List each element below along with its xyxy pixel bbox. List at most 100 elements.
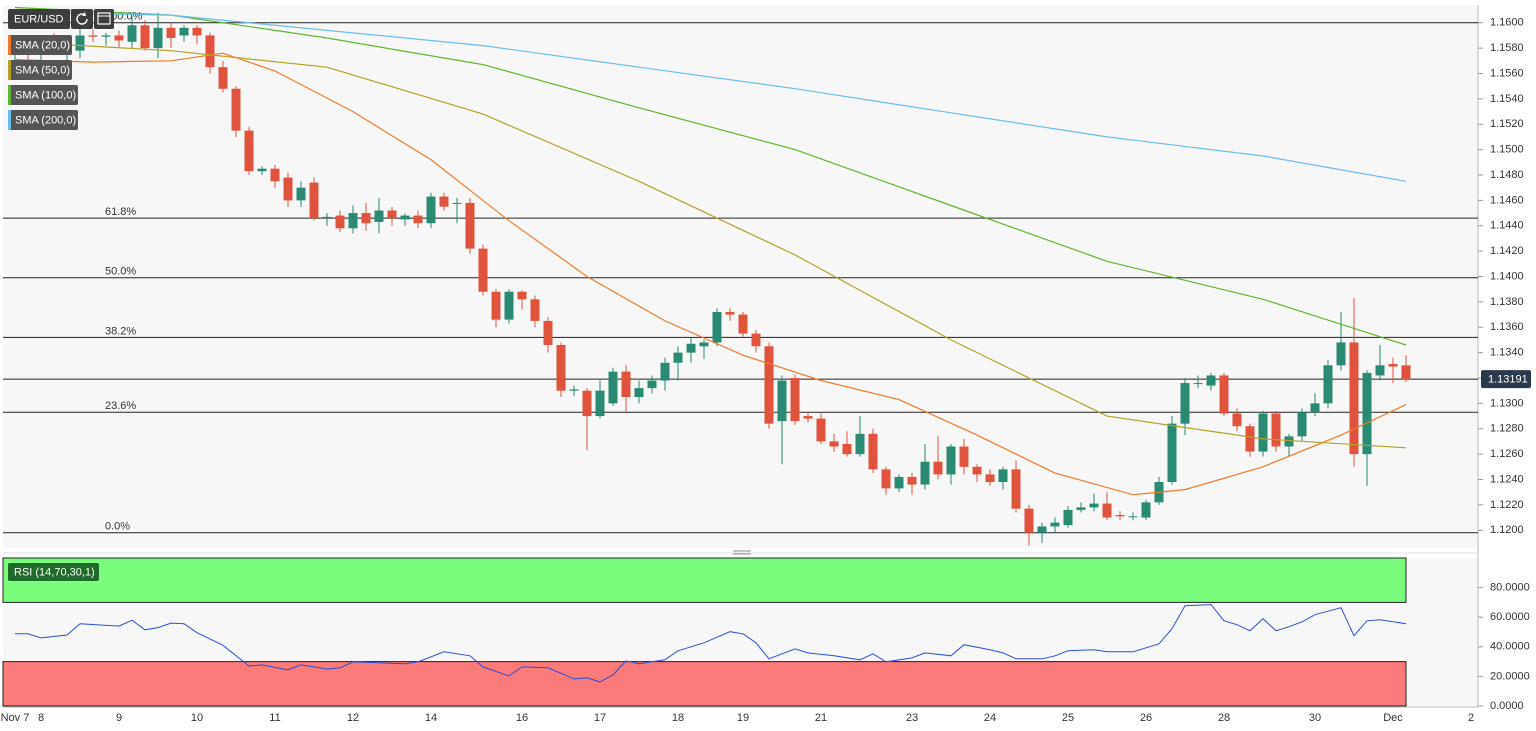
y-tick-label: 1.1340 [1490,347,1524,359]
candle-body [998,469,1008,483]
candle-body [1375,365,1385,376]
legend-entry[interactable]: SMA (50,0) [8,60,72,80]
candle-body [413,215,423,224]
candle-body [1284,436,1294,447]
sma-line [14,41,1407,449]
candle-body [400,215,410,220]
y-tick-label: 1.1260 [1490,448,1524,460]
candle-body [439,196,449,207]
candle-body [764,346,774,424]
candle-body [1219,375,1229,414]
legend-label: SMA (200,0) [15,114,76,126]
candle-body [296,187,306,201]
x-tick-label: 19 [737,712,749,724]
candle-body [1323,365,1333,404]
candle-body [1076,507,1086,510]
candle-body [881,469,891,489]
candle-body [426,196,436,224]
y-tick-label: 1.1520 [1490,118,1524,130]
candle-body [530,299,540,321]
candle-body [1388,364,1398,367]
candle-body [1206,375,1216,386]
rsi-line [15,604,1407,683]
candle-body [192,27,202,36]
candle-body [920,461,930,485]
fib-label: 38.2% [105,325,136,337]
candle-body [335,215,345,229]
y-tick-label: 1.1400 [1490,270,1524,282]
candle-body [751,333,761,347]
candle-body [88,35,98,37]
refresh-icon[interactable] [71,9,93,29]
y-tick-label: 1.1600 [1490,17,1524,29]
candle-body [842,443,852,455]
candle-body [166,27,176,38]
candle-body [907,476,917,485]
calendar-icon[interactable] [94,9,114,29]
sma-line [14,52,1407,496]
candle-body [1336,342,1346,366]
rsi-y-tick-label: 80.0000 [1490,582,1530,594]
candle-body [829,441,839,447]
x-tick-label: 26 [1140,712,1152,724]
candle-body [1271,413,1281,447]
candle-body [491,291,501,320]
candle-body [361,213,371,224]
main-plot-bg [3,5,1478,548]
candle-body [1167,423,1177,483]
x-tick-label: 23 [906,712,918,724]
legend-entry[interactable]: SMA (100,0) [8,85,78,105]
legend-label: SMA (20,0) [15,39,70,51]
x-tick-label: 9 [116,712,122,724]
candle-body [1245,426,1255,452]
candle-body [231,88,241,131]
candle-body [855,433,865,455]
candle-body [478,248,488,292]
candle-body [621,371,631,398]
candle-body [712,312,722,343]
candle-body [374,210,384,222]
candle-body [543,320,553,346]
candle-body [114,35,124,41]
candle-body [140,25,150,49]
y-tick-label: 1.1440 [1490,220,1524,232]
candle-body [1089,503,1099,508]
candle-body [452,202,462,204]
candle-body [738,314,748,334]
candle-body [556,345,566,391]
candle-body [933,461,943,475]
candle-body [972,466,982,475]
candle-body [959,446,969,467]
y-tick-label: 1.1360 [1490,321,1524,333]
main-layer: 1.1200 1.1220 1.1240 1.1260 1.1280 1.1300 1.13… [1,6,1524,724]
divider-handle[interactable] [733,550,751,555]
candle-body [777,380,787,422]
rsi-layer: 0.0000 20.0000 40.0000 60.0000 80.0000 [2,557,1530,712]
candle-body [283,177,293,201]
legend-entry[interactable]: SMA (200,0) [8,110,78,130]
last-price-tag [1481,370,1531,389]
x-tick-label: 21 [815,712,827,724]
candle-body [634,388,644,398]
y-tick-label: 1.1200 [1490,524,1524,536]
legend-entry[interactable]: SMA (20,0) [8,35,72,55]
symbol-title: EUR/USD [14,13,64,25]
legend-box [8,35,72,55]
x-tick-label: 2 [1468,712,1474,724]
candle-body [725,312,735,315]
x-tick-label: 10 [191,712,203,724]
rsi-y-tick-label: 0.0000 [1490,700,1524,712]
x-tick-label: Dec [1383,712,1403,724]
candle-body [322,216,332,219]
x-tick-label: 24 [984,712,996,724]
candle-body [608,371,618,404]
candle-body [894,476,904,489]
y-tick-label: 1.1460 [1490,194,1524,206]
symbol-box[interactable]: EUR/USD [8,9,70,29]
candle-body [127,25,137,42]
candle-body [647,380,657,389]
rsi-legend[interactable]: RSI (14,70,30,1) [8,563,99,581]
candle-body [985,474,995,483]
